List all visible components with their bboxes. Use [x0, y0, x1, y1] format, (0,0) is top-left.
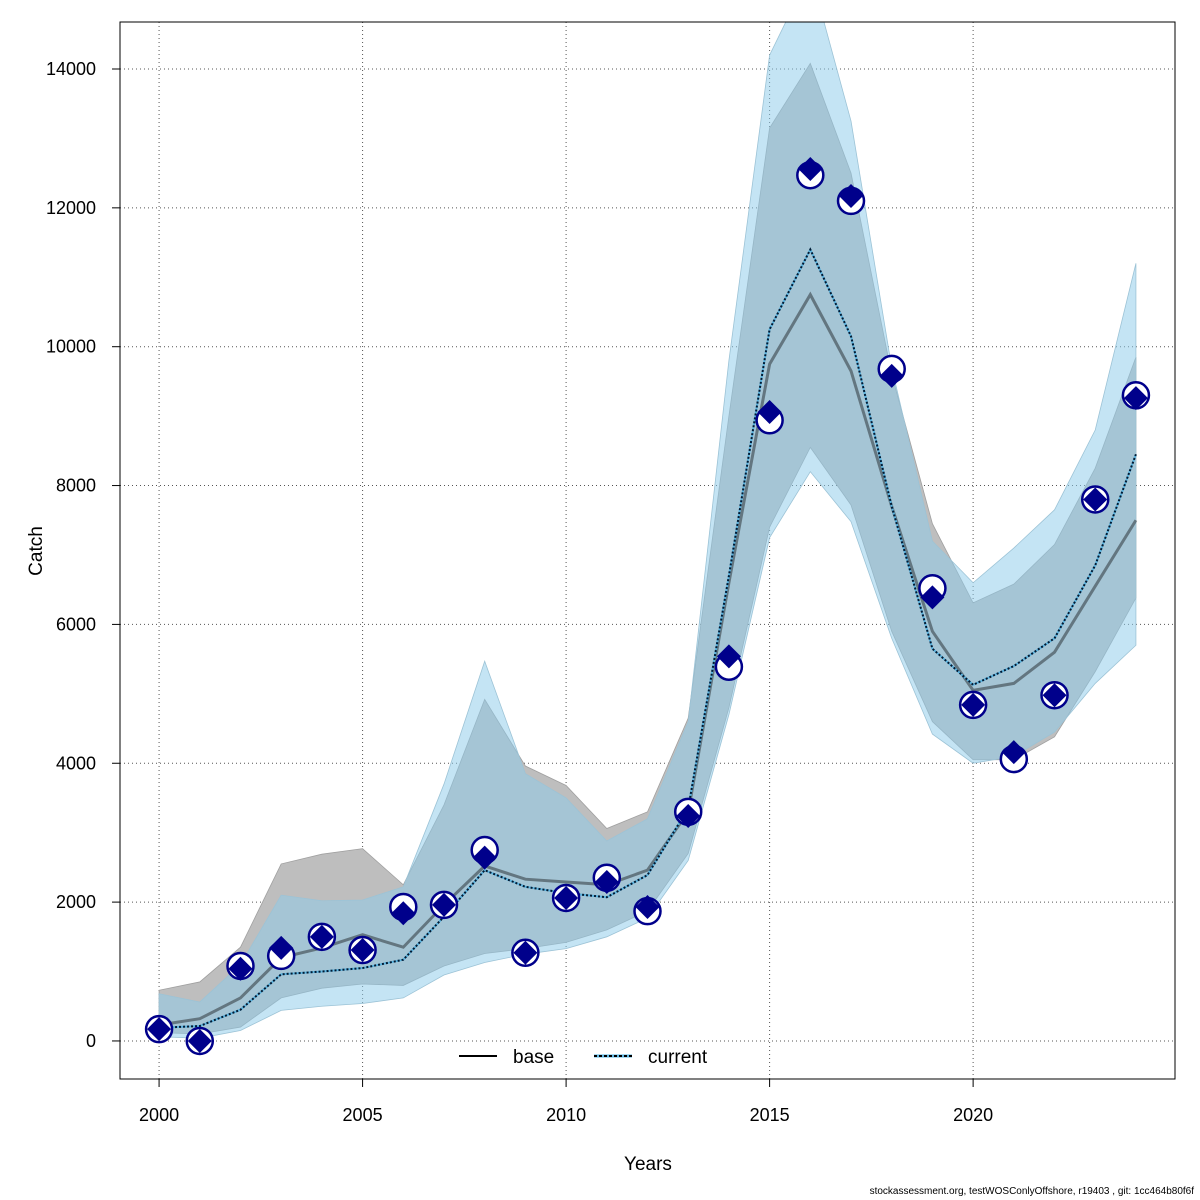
x-axis-label: Years [624, 1154, 672, 1175]
y-tick-label: 12000 [46, 198, 96, 218]
x-tick-label: 2020 [953, 1105, 993, 1125]
point-base [716, 644, 741, 669]
y-tick-label: 8000 [56, 476, 96, 496]
point-base [554, 885, 579, 910]
y-tick-label: 2000 [56, 892, 96, 912]
point-base [961, 692, 986, 717]
point-base [472, 845, 497, 870]
y-tick-label: 4000 [56, 753, 96, 773]
x-axis: 2000 2005 2010 2015 2020 [139, 1079, 993, 1125]
y-tick-label: 10000 [46, 337, 96, 357]
point-base [920, 585, 945, 610]
x-tick-label: 2000 [139, 1105, 179, 1125]
point-base [1083, 487, 1108, 512]
point-base [1042, 683, 1067, 708]
point-base [513, 940, 538, 965]
plot-frame [119, 21, 1176, 1080]
legend-base-label: base [513, 1047, 554, 1068]
point-base [431, 892, 456, 917]
y-tick-label: 6000 [56, 614, 96, 634]
x-tick-label: 2005 [343, 1105, 383, 1125]
y-tick-label: 14000 [46, 59, 96, 79]
band-current [158, 22, 1137, 1039]
y-axis: 0 2000 4000 6000 8000 10000 12000 14000 [46, 59, 120, 1051]
legend: base current [459, 1047, 708, 1068]
point-base [757, 399, 782, 424]
point-base [391, 901, 416, 926]
point-base [147, 1017, 172, 1042]
point-base [269, 935, 294, 960]
x-tick-label: 2015 [750, 1105, 790, 1125]
point-base [309, 924, 334, 949]
point-base [350, 938, 375, 963]
observed-points [144, 156, 1151, 1056]
point-base [676, 804, 701, 829]
line-current-core [159, 247, 1137, 1029]
y-axis-label: Catch [26, 526, 47, 576]
legend-current-label: current [648, 1047, 708, 1068]
x-tick-label: 2010 [546, 1105, 586, 1125]
point-base [635, 894, 660, 919]
confidence-bands [158, 22, 1137, 1039]
point-base [1123, 386, 1148, 411]
point-base [839, 184, 864, 209]
point-base [879, 363, 904, 388]
point-base [594, 869, 619, 894]
y-tick-label: 0 [86, 1031, 96, 1051]
point-base [187, 1028, 212, 1053]
point-base [798, 156, 823, 181]
point-base [228, 956, 253, 981]
footer-credit: stockassessment.org, testWOSConlyOffshor… [870, 1186, 1195, 1197]
point-base [1001, 740, 1026, 765]
